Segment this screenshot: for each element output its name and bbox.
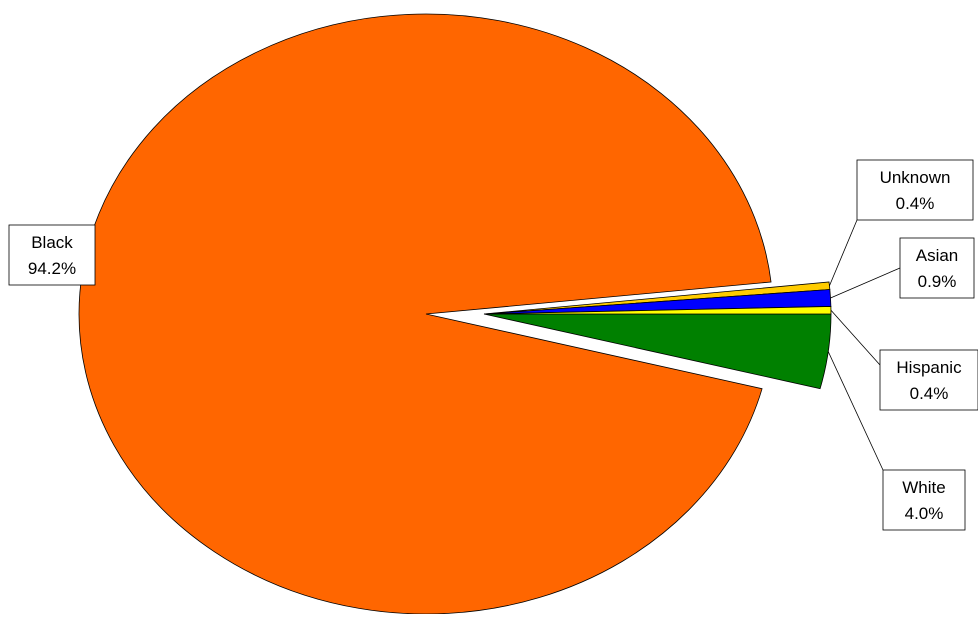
data-label-value-unknown: 0.4% (896, 194, 935, 213)
data-label-category-asian: Asian (916, 246, 959, 265)
data-label-asian: Asian 0.9% (899, 237, 975, 299)
data-label-category-hispanic: Hispanic (896, 358, 962, 377)
leader-line-white (827, 351, 884, 471)
data-label-box-asian (899, 237, 975, 299)
data-label-black: Black 94.2% (8, 224, 96, 286)
data-label-category-black: Black (31, 233, 73, 252)
data-label-box-unknown (856, 159, 974, 221)
leader-line-asian (830, 267, 901, 299)
data-label-box-hispanic (879, 349, 978, 411)
data-label-box-black (8, 224, 96, 286)
data-label-category-unknown: Unknown (880, 168, 951, 187)
slices-layer (78, 13, 832, 615)
data-label-value-white: 4.0% (905, 504, 944, 523)
data-label-value-black: 94.2% (28, 259, 76, 278)
pie-slice-black (78, 13, 772, 615)
data-label-value-asian: 0.9% (918, 272, 957, 291)
data-label-value-hispanic: 0.4% (910, 384, 949, 403)
data-label-white: White 4.0% (882, 469, 966, 531)
data-labels-layer: White 4.0% Black 94.2% Unknown 0.4% Asian 0.9% H… (8, 159, 978, 531)
leader-lines-layer (827, 219, 901, 471)
leader-line-unknown (829, 219, 858, 286)
data-label-box-white (882, 469, 966, 531)
data-label-hispanic: Hispanic 0.4% (879, 349, 978, 411)
leader-line-hispanic (830, 309, 881, 366)
pie-slice-hispanic (483, 306, 832, 315)
data-label-category-white: White (902, 478, 945, 497)
data-label-unknown: Unknown 0.4% (856, 159, 974, 221)
